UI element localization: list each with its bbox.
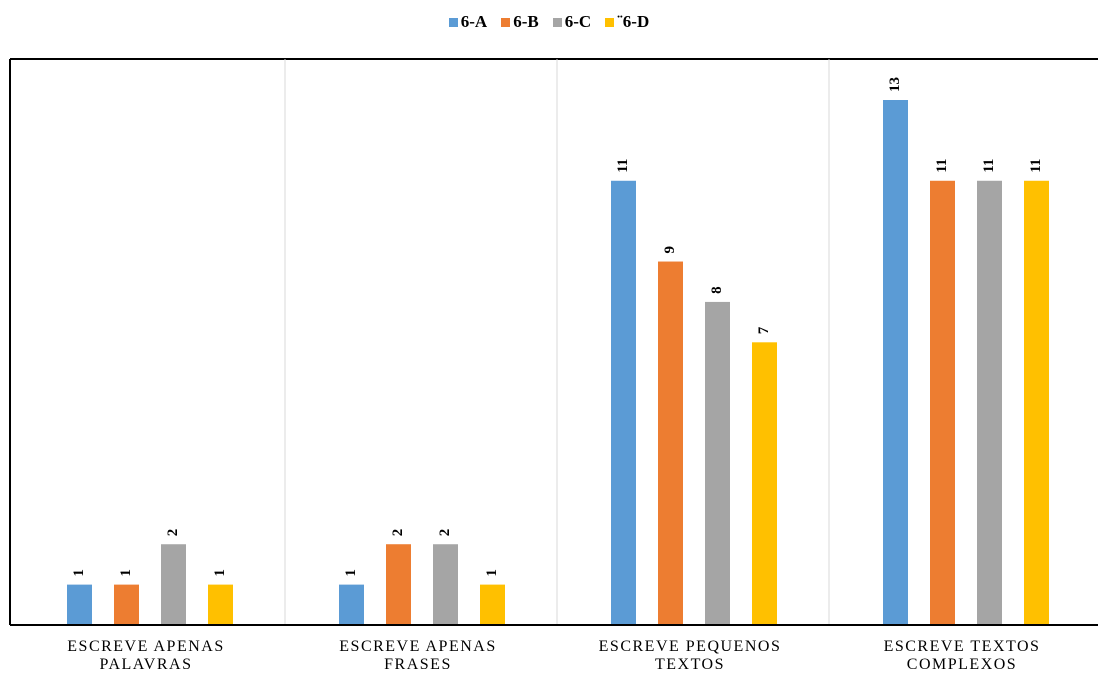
bar: [386, 544, 411, 625]
bar: [208, 584, 233, 625]
bar: [67, 584, 92, 625]
data-label: 1: [484, 569, 500, 577]
legend-swatch: [605, 17, 615, 27]
bar: [883, 100, 908, 625]
data-label: 9: [662, 246, 678, 254]
bar: [658, 261, 683, 625]
category-label-line: TEXTOS: [654, 656, 726, 673]
legend-label: 6-A: [460, 12, 488, 31]
data-label: 1: [71, 569, 87, 577]
legend-swatch: [552, 17, 562, 27]
category-label-line: ESCREVE TEXTOS: [883, 638, 1041, 655]
category-label-line: ESCREVE APENAS: [339, 638, 497, 655]
category-label-line: FRASES: [384, 656, 452, 673]
bar: [752, 342, 777, 625]
category-label-line: ESCREVE APENAS: [67, 638, 225, 655]
legend-swatch: [501, 17, 511, 27]
category-label-line: COMPLEXOS: [906, 656, 1018, 673]
bar: [161, 544, 186, 625]
chart-legend: 6-A 6-B 6-C ¨6-D: [0, 12, 1098, 32]
data-label: 2: [165, 529, 181, 537]
category-label: ESCREVE PEQUENOS TEXTOS: [560, 638, 820, 674]
bar: [977, 180, 1002, 625]
data-label: 1: [343, 569, 359, 577]
bar: [611, 180, 636, 625]
bar: [114, 584, 139, 625]
bar: [930, 180, 955, 625]
legend-swatch: [448, 17, 458, 27]
category-label-line: ESCREVE PEQUENOS: [598, 638, 782, 655]
legend-item: 6-C: [552, 12, 592, 32]
data-label: 1: [118, 569, 134, 577]
legend-item: 6-A: [448, 12, 488, 32]
data-label: 2: [390, 529, 406, 537]
category-label-line: PALAVRAS: [99, 656, 193, 673]
legend-item: ¨6-D: [605, 12, 649, 32]
data-label: 7: [756, 326, 772, 334]
data-label: 8: [709, 286, 725, 294]
bar: [1024, 180, 1049, 625]
data-label: 11: [934, 159, 950, 173]
data-label: 2: [437, 529, 453, 537]
bar: [480, 584, 505, 625]
data-label: 11: [981, 159, 997, 173]
data-label: 1: [212, 569, 228, 577]
legend-label: 6-B: [513, 12, 539, 31]
bar: [339, 584, 364, 625]
data-label: 13: [887, 77, 903, 92]
data-label: 11: [1028, 159, 1044, 173]
category-label: ESCREVE APENAS PALAVRAS: [16, 638, 276, 674]
bar: [705, 301, 730, 625]
legend-label: 6-C: [564, 12, 592, 31]
category-label: ESCREVE TEXTOS COMPLEXOS: [832, 638, 1092, 674]
legend-label: ¨6-D: [617, 12, 650, 31]
data-label: 11: [615, 159, 631, 173]
category-label: ESCREVE APENAS FRASES: [288, 638, 548, 674]
legend-item: 6-B: [501, 12, 539, 32]
bar: [433, 544, 458, 625]
